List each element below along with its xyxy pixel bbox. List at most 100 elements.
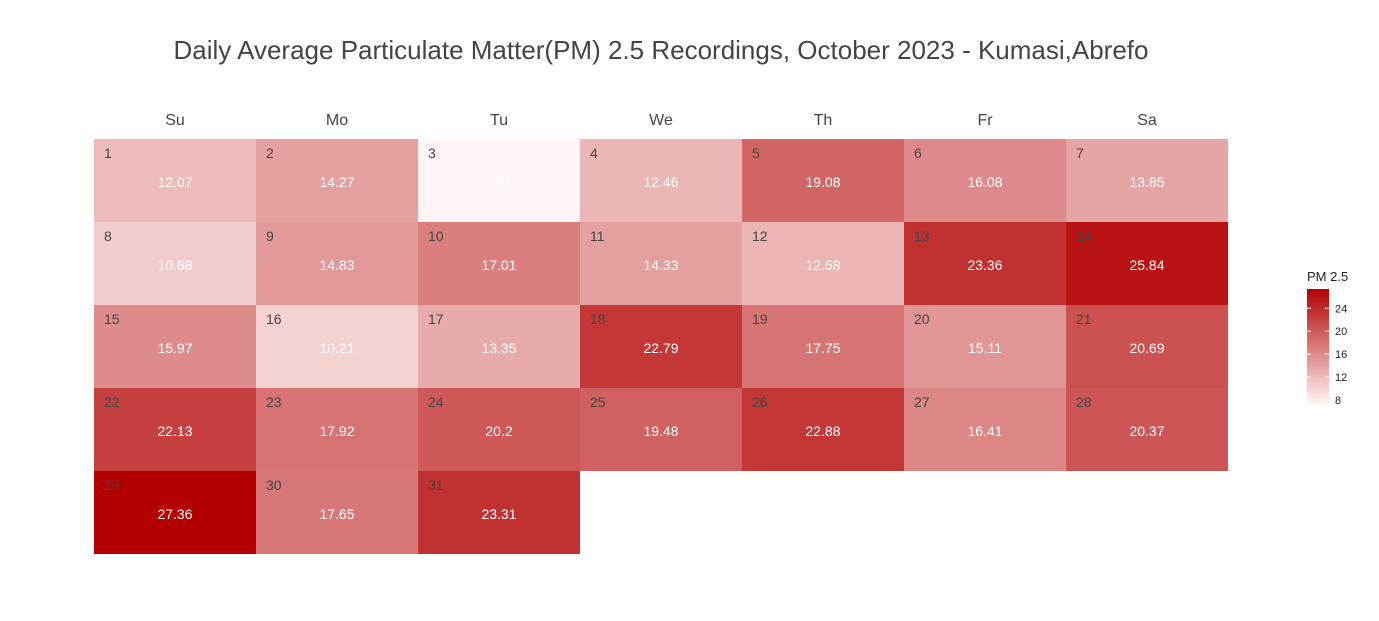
pm25-value: 17.75 bbox=[805, 340, 840, 356]
weekday-label-sa: Sa bbox=[1137, 112, 1157, 129]
day-cell-2: 214.27 bbox=[256, 139, 418, 222]
pm25-value: 20.37 bbox=[1129, 423, 1164, 439]
day-cell-16: 16 10.21 bbox=[256, 305, 418, 388]
day-cell-fill bbox=[904, 305, 1066, 388]
day-cell-fill bbox=[1066, 139, 1228, 222]
day-cell-19: 19 17.75 bbox=[742, 305, 904, 388]
day-number: 31 bbox=[428, 477, 444, 493]
pm25-value: 16.41 bbox=[967, 423, 1002, 439]
weekday-label-we: We bbox=[649, 112, 673, 129]
legend-tick-label: 16 bbox=[1335, 349, 1347, 361]
day-cell-fill bbox=[904, 139, 1066, 222]
pm25-value: 22.88 bbox=[805, 423, 840, 439]
day-cell-fill bbox=[256, 471, 418, 554]
day-cell-3: 37.31 bbox=[418, 139, 580, 222]
day-cell-27: 27 16.41 bbox=[904, 388, 1066, 471]
day-cell-12: 12 12.58 bbox=[742, 222, 904, 305]
day-number: 15 bbox=[104, 311, 120, 327]
day-cell-fill bbox=[256, 388, 418, 471]
day-cell-fill bbox=[1066, 388, 1228, 471]
day-cell-4: 412.46 bbox=[580, 139, 742, 222]
day-number: 3 bbox=[428, 145, 436, 161]
pm25-value: 19.48 bbox=[643, 423, 678, 439]
day-number: 26 bbox=[752, 394, 768, 410]
day-cell-21: 21 20.69 bbox=[1066, 305, 1228, 388]
pm25-value: 10.21 bbox=[319, 340, 354, 356]
day-number: 5 bbox=[752, 145, 760, 161]
weekday-label-fr: Fr bbox=[977, 112, 993, 129]
day-cell-14: 14 25.84 bbox=[1066, 222, 1228, 305]
day-number: 8 bbox=[104, 228, 112, 244]
day-cell-20: 20 15.11 bbox=[904, 305, 1066, 388]
day-cell-18: 18 22.79 bbox=[580, 305, 742, 388]
day-cell-fill bbox=[1066, 222, 1228, 305]
day-number: 28 bbox=[1076, 394, 1092, 410]
day-number: 2 bbox=[266, 145, 274, 161]
pm25-value: 22.13 bbox=[157, 423, 192, 439]
pm25-value: 20.2 bbox=[485, 423, 512, 439]
calendar-cells: 112.07214.2737.31412.46519.08616.08713.8… bbox=[94, 139, 1228, 554]
pm25-value: 12.46 bbox=[643, 174, 678, 190]
day-cell-fill bbox=[742, 222, 904, 305]
pm25-value: 17.92 bbox=[319, 423, 354, 439]
pm25-value: 10.68 bbox=[157, 257, 192, 273]
day-number: 11 bbox=[590, 228, 605, 244]
day-cell-fill bbox=[94, 471, 256, 554]
pm25-value: 23.31 bbox=[481, 506, 516, 522]
day-cell-fill bbox=[418, 471, 580, 554]
day-number: 16 bbox=[266, 311, 282, 327]
day-cell-fill bbox=[256, 139, 418, 222]
day-number: 1 bbox=[104, 145, 112, 161]
day-number: 14 bbox=[1076, 228, 1092, 244]
legend-tick-label: 24 bbox=[1335, 303, 1347, 315]
day-number: 23 bbox=[266, 394, 282, 410]
pm25-value: 17.01 bbox=[481, 257, 516, 273]
day-cell-fill bbox=[418, 139, 580, 222]
weekday-labels: Su Mo Tu We Th Fr Sa bbox=[165, 112, 1157, 129]
day-cell-fill bbox=[94, 305, 256, 388]
day-cell-fill bbox=[742, 305, 904, 388]
pm25-value: 19.08 bbox=[805, 174, 840, 190]
weekday-label-tu: Tu bbox=[490, 112, 508, 129]
color-legend: PM 2.5 8 12 16 20 24 bbox=[1307, 269, 1348, 407]
pm25-value: 15.11 bbox=[968, 340, 1002, 356]
pm25-value: 17.65 bbox=[319, 506, 354, 522]
pm25-value: 14.83 bbox=[319, 257, 354, 273]
pm25-value: 15.97 bbox=[157, 340, 192, 356]
pm25-value: 27.36 bbox=[157, 506, 192, 522]
day-number: 13 bbox=[914, 228, 930, 244]
day-number: 22 bbox=[104, 394, 120, 410]
day-number: 24 bbox=[428, 394, 444, 410]
day-cell-29: 29 27.36 bbox=[94, 471, 256, 554]
pm25-value: 14.27 bbox=[319, 174, 354, 190]
day-number: 12 bbox=[752, 228, 768, 244]
day-cell-31: 31 23.31 bbox=[418, 471, 580, 554]
day-cell-fill bbox=[94, 388, 256, 471]
pm25-value: 23.36 bbox=[967, 257, 1002, 273]
day-cell-fill bbox=[1066, 305, 1228, 388]
pm25-value: 25.84 bbox=[1129, 257, 1164, 273]
pm25-value: 7.31 bbox=[485, 174, 512, 190]
day-cell-23: 23 17.92 bbox=[256, 388, 418, 471]
day-cell-fill bbox=[580, 139, 742, 222]
day-cell-fill bbox=[94, 222, 256, 305]
pm25-value: 16.08 bbox=[967, 174, 1002, 190]
day-cell-fill bbox=[580, 388, 742, 471]
day-number: 29 bbox=[104, 477, 120, 493]
legend-ticks: 8 12 16 20 24 bbox=[1307, 303, 1347, 407]
day-cell-fill bbox=[418, 305, 580, 388]
day-cell-fill bbox=[418, 222, 580, 305]
day-number: 19 bbox=[752, 311, 768, 327]
day-cell-fill bbox=[904, 388, 1066, 471]
day-cell-28: 28 20.37 bbox=[1066, 388, 1228, 471]
day-number: 9 bbox=[266, 228, 274, 244]
day-number: 21 bbox=[1076, 311, 1092, 327]
day-cell-fill bbox=[742, 388, 904, 471]
day-cell-25: 25 19.48 bbox=[580, 388, 742, 471]
pm25-value: 14.33 bbox=[643, 257, 678, 273]
day-cell-6: 616.08 bbox=[904, 139, 1066, 222]
day-cell-fill bbox=[256, 305, 418, 388]
day-cell-8: 810.68 bbox=[94, 222, 256, 305]
day-cell-fill bbox=[904, 222, 1066, 305]
